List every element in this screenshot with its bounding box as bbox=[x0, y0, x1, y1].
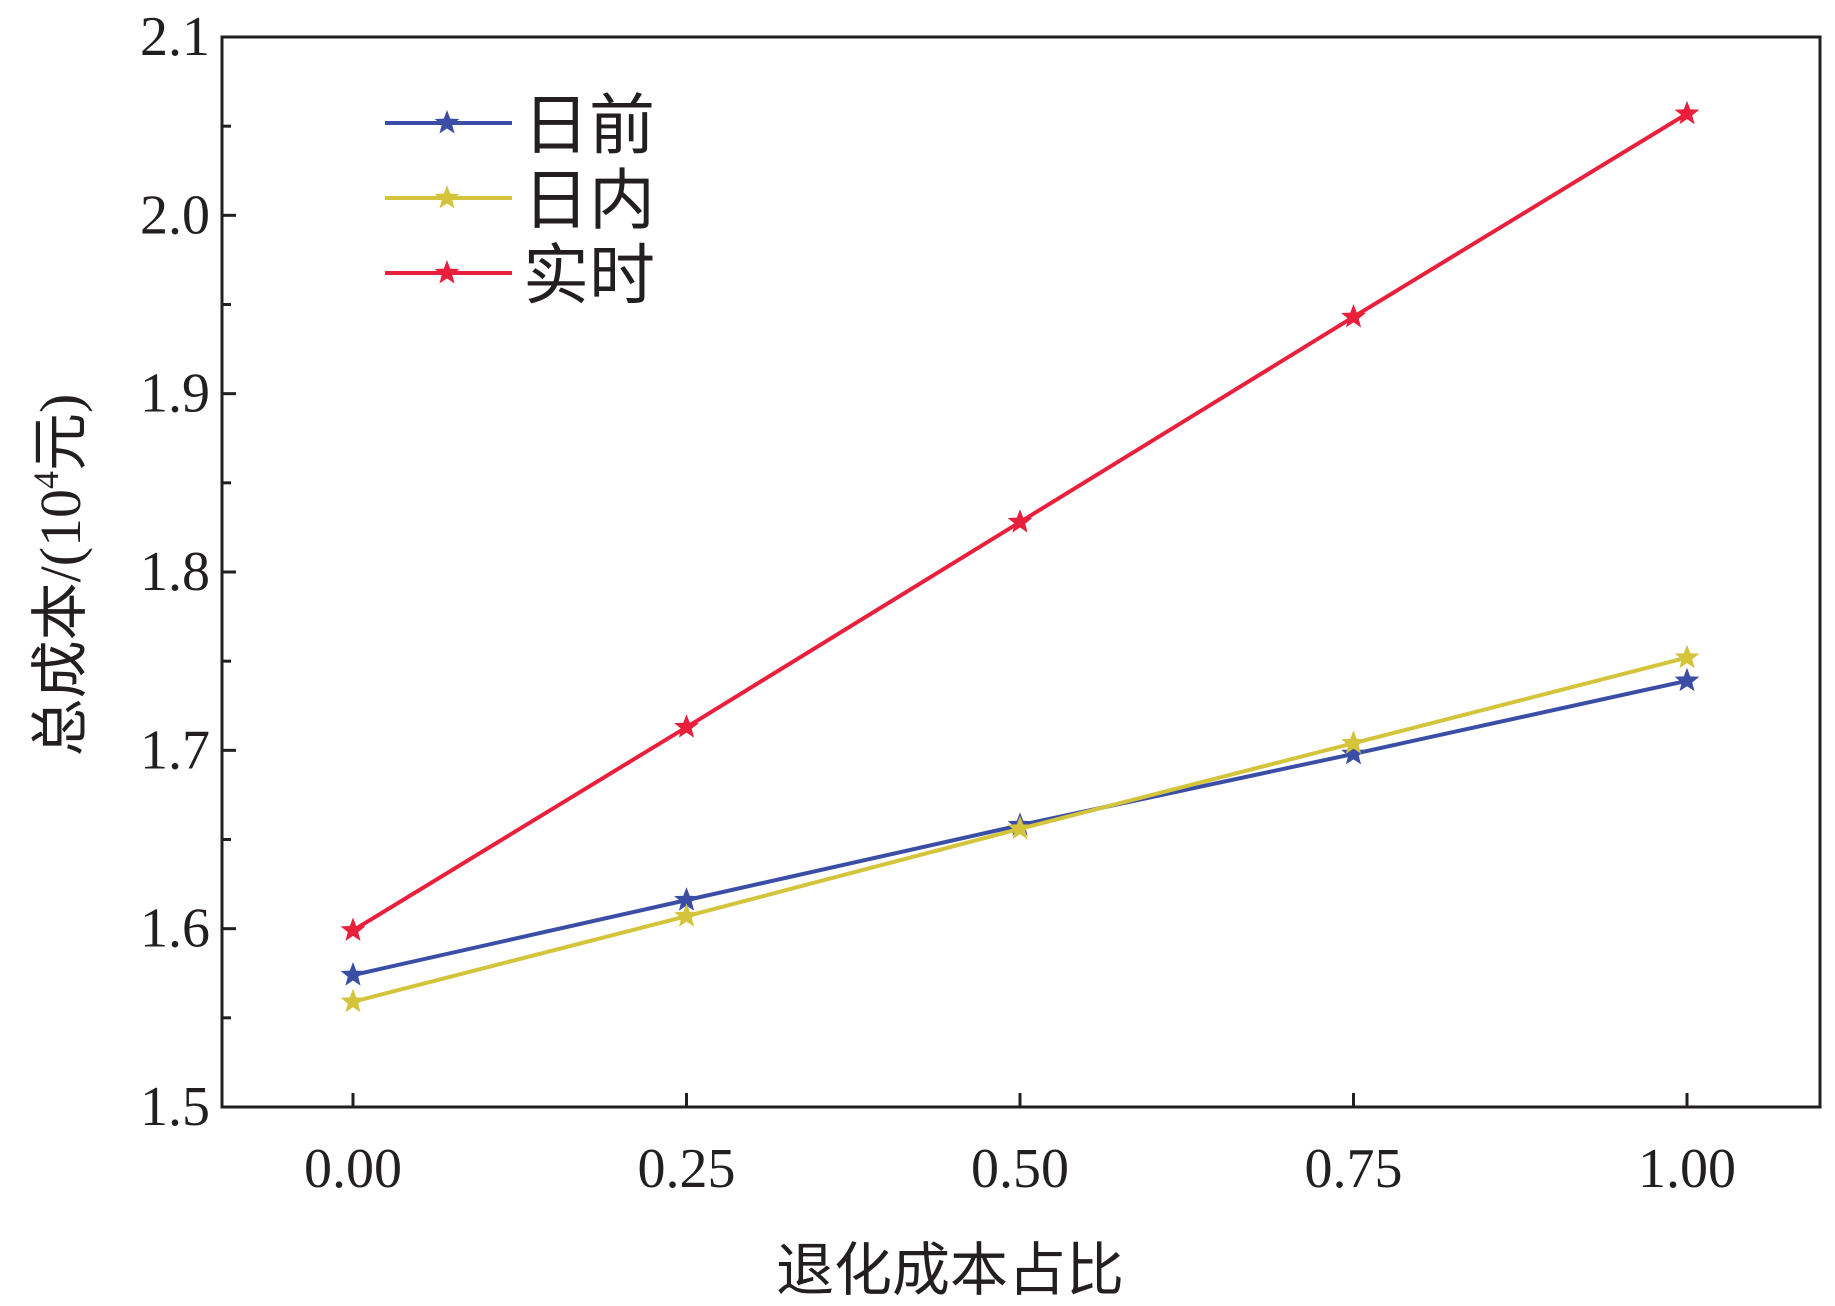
legend-label: 日内 bbox=[523, 165, 655, 238]
x-tick-label: 0.25 bbox=[638, 1138, 736, 1200]
legend-star-icon bbox=[434, 110, 460, 134]
series-group bbox=[340, 100, 1700, 1013]
legend-label: 实时 bbox=[523, 240, 655, 313]
data-point-star bbox=[1007, 815, 1033, 840]
y-tick-label: 1.5 bbox=[140, 1076, 210, 1138]
y-tick-label: 1.7 bbox=[140, 719, 210, 781]
data-point-star bbox=[340, 917, 366, 941]
y-tick-label: 2.0 bbox=[140, 184, 210, 246]
y-tick-label: 1.9 bbox=[140, 363, 210, 425]
data-point-star bbox=[674, 714, 699, 738]
x-tick-label: 0.00 bbox=[304, 1138, 402, 1200]
x-tick-label: 0.50 bbox=[971, 1138, 1069, 1200]
y-tick-label: 1.6 bbox=[140, 898, 210, 960]
data-point-star bbox=[1341, 304, 1366, 328]
data-point-star bbox=[1674, 644, 1700, 669]
data-point-star bbox=[1341, 740, 1366, 765]
data-point-star bbox=[1674, 667, 1700, 692]
data-point-star bbox=[1007, 509, 1033, 533]
y-axis-label: 总成本/(104元) bbox=[26, 394, 93, 757]
data-point-star bbox=[674, 903, 699, 927]
x-axis-label: 退化成本占比 bbox=[776, 1238, 1124, 1303]
legend-star-icon bbox=[434, 260, 460, 284]
x-tick-label: 1.00 bbox=[1638, 1138, 1736, 1200]
data-point-star bbox=[340, 988, 366, 1013]
data-point-star bbox=[1674, 100, 1700, 125]
data-point-star bbox=[340, 962, 366, 986]
axes: 0.00 0.25 0.50 0.75 1.00 1.5 1.6 1.7 1.8 1.9 2.0 2.… bbox=[140, 6, 1822, 1200]
data-point-star bbox=[674, 887, 699, 911]
y-tick-label: 1.8 bbox=[140, 541, 210, 603]
data-point-star bbox=[1341, 730, 1366, 754]
legend-label: 日前 bbox=[523, 90, 655, 163]
legend-star-icon bbox=[434, 185, 460, 209]
x-tick-label: 0.75 bbox=[1305, 1138, 1403, 1200]
y-tick-label: 2.1 bbox=[140, 6, 210, 68]
